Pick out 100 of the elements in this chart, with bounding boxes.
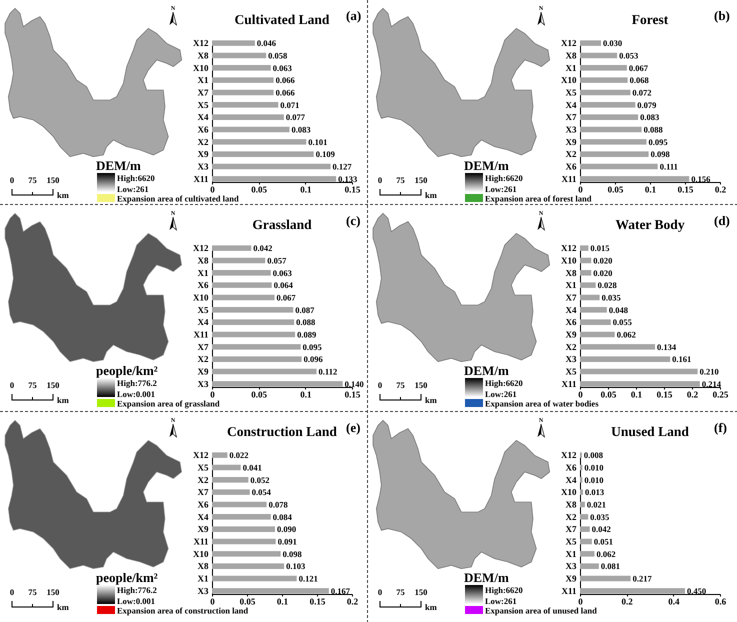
x-tick-label: 0.15 [678,184,694,194]
color-bar-title: DEM/m [464,158,509,173]
data-label: 0.077 [286,112,306,122]
color-bar-title: DEM/m [464,363,509,378]
bar [580,551,594,557]
bar [212,489,250,495]
y-tick-label: X1 [198,75,209,86]
chart-title: Unused Land [611,424,690,440]
bar [212,307,294,313]
y-tick-label: X7 [566,112,577,122]
data-label: 0.134 [657,342,677,352]
data-label: 0.450 [687,586,706,596]
data-label: 0.088 [644,124,663,135]
y-tick-label: X2 [566,342,577,352]
bar [580,514,588,520]
data-label: 0.103 [286,561,306,572]
bar [580,294,600,300]
data-label: 0.089 [297,330,316,340]
x-tick-label: 0 [578,390,584,400]
bar [580,588,685,594]
text: km [57,395,69,405]
x-tick-label: 0.05 [600,390,617,400]
text: Low:261 [485,596,517,606]
bar [580,489,584,495]
data-label: 0.083 [291,124,311,135]
data-label: 0.109 [316,149,335,160]
data-label: 0.101 [308,136,328,147]
bar [212,164,331,170]
data-label: 0.020 [593,268,612,278]
bar [212,452,228,458]
bar [580,538,592,544]
text: 0 [10,175,14,185]
bar [212,538,276,544]
y-tick-label: X5 [566,87,577,98]
chart-title: Cultivated Land [234,12,330,28]
y-tick-label: X7 [198,487,209,498]
bar [212,176,336,182]
bar [580,52,618,58]
bar [212,514,271,520]
chart-title: Forest [632,12,669,28]
chart-title: Construction Land [227,424,338,440]
y-tick-label: X2 [566,149,577,160]
y-tick-label: X11 [561,378,577,389]
text: Low:261 [485,184,517,194]
text: (b) [714,8,730,23]
chart-title: Grassland [252,217,312,232]
data-label: 0.035 [590,512,610,522]
y-tick-label: X9 [566,574,577,584]
x-tick-label: 0.2 [686,390,699,400]
text: High:6620 [117,173,155,183]
bar [212,65,271,71]
y-tick-label: X6 [198,280,209,290]
x-tick-label: 0 [578,596,584,606]
y-tick-label: X3 [198,378,209,389]
text: 75 [396,587,405,597]
x-tick-label: 0 [210,184,216,194]
text: Low:261 [117,184,149,194]
text: km [57,190,69,200]
y-tick-label: X10 [561,487,577,498]
text: 150 [414,380,428,390]
bar [580,245,588,251]
data-label: 0.214 [702,378,722,389]
text: km [57,602,69,612]
y-tick-label: X1 [566,62,577,73]
data-label: 0.127 [332,162,352,172]
bar [212,40,255,46]
bar [580,176,690,182]
bar [580,139,646,145]
bar [580,282,596,288]
data-label: 0.042 [592,524,611,534]
x-tick-label: 0.15 [310,596,326,606]
bar [212,344,301,350]
bar [212,551,281,557]
x-tick-label: 0.05 [240,596,256,606]
data-label: 0.066 [276,75,295,86]
text: km [425,395,437,405]
data-label: 0.087 [295,304,316,315]
data-label: 0.140 [344,378,364,389]
y-tick-label: X12 [561,38,577,48]
data-label: 0.066 [276,87,295,98]
y-tick-label: X8 [566,499,577,510]
data-label: 0.008 [584,450,603,460]
x-tick-label: 0.1 [300,184,312,194]
data-label: 0.112 [318,366,338,377]
y-tick-label: X6 [566,462,577,472]
y-tick-label: X3 [198,586,209,596]
y-tick-label: X5 [198,462,209,472]
y-tick-label: X5 [566,366,577,377]
data-label: 0.028 [598,280,617,290]
data-label: 0.058 [268,50,288,60]
y-tick-label: X12 [561,450,577,460]
y-tick-label: X4 [198,317,209,328]
x-tick-label: 0 [210,390,216,400]
data-label: 0.051 [594,536,614,547]
text: km [425,190,437,200]
data-label: 0.030 [603,38,622,48]
y-tick-label: X9 [198,524,209,534]
data-label: 0.055 [612,317,632,328]
bar [212,126,290,132]
data-label: 0.071 [280,100,300,110]
